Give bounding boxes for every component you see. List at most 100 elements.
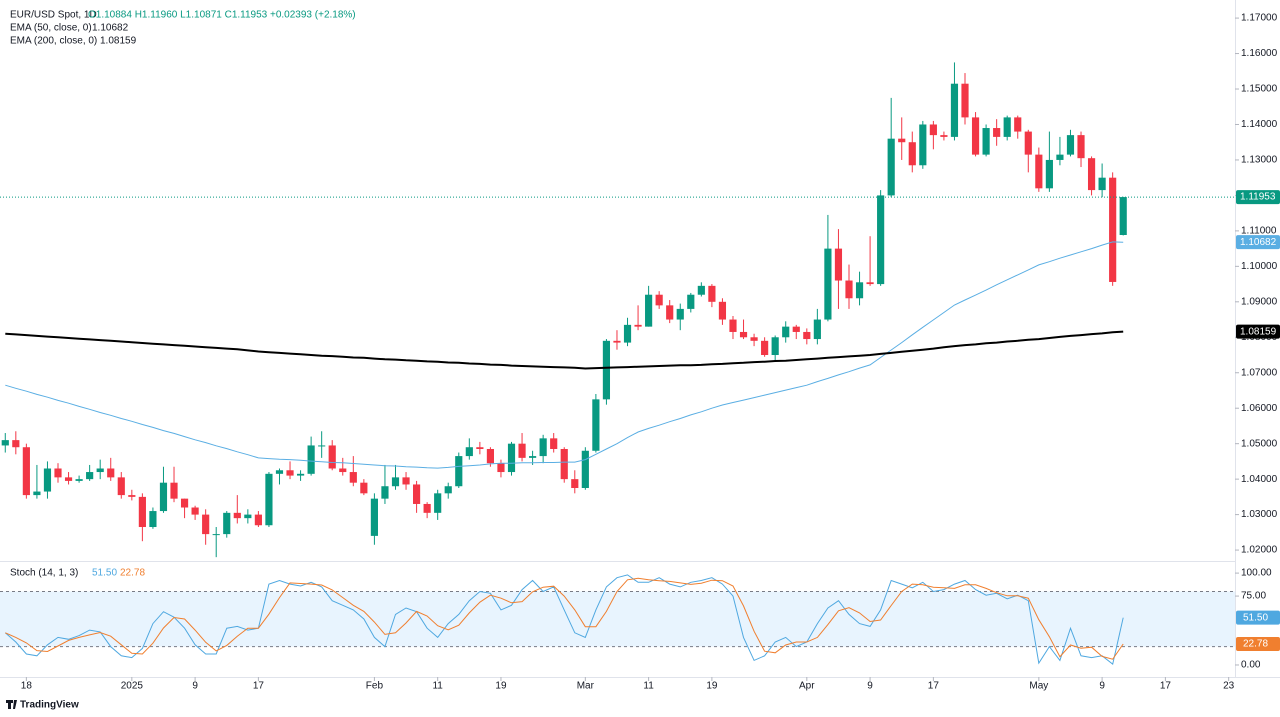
candle-body: [254, 514, 262, 526]
candle-body: [550, 438, 558, 449]
candle-body: [623, 324, 632, 343]
candle-body: [286, 470, 294, 476]
candle-body: [318, 445, 326, 447]
y-tick-label: 1.17000: [1241, 13, 1278, 24]
candle-body: [950, 83, 959, 137]
legend-ema50-value: 1.10682: [92, 23, 129, 34]
candle-body: [1056, 154, 1064, 160]
y-tick-label: 100.00: [1241, 568, 1272, 579]
brand-logo: [6, 700, 17, 709]
candle-body: [718, 301, 727, 320]
stoch-line: [4, 574, 1124, 665]
candle-body: [402, 477, 410, 485]
candle-body: [455, 456, 463, 487]
candle-body: [86, 472, 94, 480]
candle-body: [360, 482, 368, 494]
x-tick-label: 2025: [121, 681, 144, 692]
candle-body: [370, 498, 378, 536]
ema-line: [5, 330, 1124, 370]
x-tick-label: 23: [1223, 681, 1235, 692]
x-tick-label: 19: [495, 681, 507, 692]
candle-body: [54, 468, 62, 478]
candle-body: [328, 445, 336, 469]
candle-body: [33, 491, 41, 496]
candle-body: [971, 117, 980, 155]
candle-body: [1024, 131, 1032, 155]
x-tick-label: May: [1029, 681, 1048, 692]
candle-body: [223, 512, 231, 535]
candle-body: [486, 448, 494, 464]
candle-body: [349, 472, 357, 483]
value-label: 22.78: [1243, 639, 1268, 650]
x-tick-label: 9: [1099, 681, 1105, 692]
candle-body: [423, 503, 431, 513]
candle-body: [149, 511, 157, 528]
stoch-line: [5, 577, 1124, 660]
candle-body: [750, 337, 758, 341]
price-label-box: [1236, 190, 1280, 205]
y-tick-label: 1.06000: [1241, 403, 1278, 414]
y-tick-label: 1.14000: [1241, 119, 1278, 130]
y-tick-label: 1.16000: [1241, 48, 1278, 59]
legend-ema200-value: 1.08159: [100, 36, 137, 47]
candle-body: [782, 326, 790, 338]
candle-body: [507, 443, 516, 473]
candle-body: [1045, 159, 1053, 189]
candle-body: [1, 440, 9, 446]
candle-body: [697, 285, 705, 295]
candle-body: [824, 248, 832, 320]
stoch-title: Stoch (14, 1, 3): [10, 568, 78, 579]
x-tick-label: 11: [432, 681, 443, 692]
candle-body: [961, 83, 969, 118]
candle-body: [761, 340, 769, 356]
y-tick-label: 1.07000: [1241, 367, 1278, 378]
candle-body: [307, 445, 315, 474]
candle-body: [518, 443, 526, 458]
candle-body: [708, 285, 716, 302]
candle-body: [887, 138, 895, 196]
value-label-box: [1236, 610, 1280, 625]
candle-body: [919, 124, 927, 166]
candle-body: [529, 456, 537, 458]
candle-body: [244, 514, 252, 519]
candle-body: [444, 486, 452, 494]
candle-body: [465, 447, 473, 457]
candle-body: [12, 440, 20, 448]
x-tick-label: 18: [21, 681, 33, 692]
stoch-k-value: 51.50: [92, 568, 117, 579]
candle-body: [877, 195, 885, 285]
y-tick-label: 1.09000: [1241, 296, 1278, 307]
candle-body: [212, 534, 220, 536]
y-tick-label: 1.13000: [1241, 155, 1278, 166]
candle-body: [898, 138, 906, 143]
candle-body: [729, 319, 737, 332]
candle-body: [138, 496, 146, 528]
price-label: 1.11953: [1240, 192, 1276, 203]
candle-body: [64, 477, 73, 481]
candle-body: [1035, 154, 1043, 189]
candle-body: [43, 468, 52, 492]
candle-body: [602, 340, 611, 400]
price-label: 1.08159: [1240, 326, 1277, 337]
candle-body: [1098, 177, 1106, 191]
candle-body: [1003, 117, 1011, 137]
stoch-d-value: 22.78: [120, 568, 145, 579]
price-label-box: [1236, 324, 1280, 339]
x-tick-label: 9: [192, 681, 198, 692]
x-tick-label: 11: [643, 681, 654, 692]
symbol-title: EUR/USD Spot, 1D: [10, 10, 97, 21]
plot: [0, 62, 1235, 665]
candle-body: [180, 498, 189, 508]
candle-body: [1014, 117, 1022, 132]
candle-body: [413, 484, 421, 504]
candle-body: [233, 512, 241, 519]
candle-body: [391, 477, 400, 487]
candle-body: [645, 294, 653, 327]
candle-body: [539, 438, 547, 457]
y-tick-label: 0.00: [1241, 660, 1261, 671]
candle-body: [940, 135, 948, 137]
candle-body: [1077, 135, 1085, 159]
candle-body: [1066, 135, 1075, 155]
candle-body: [202, 514, 210, 535]
y-tick-label: 1.15000: [1241, 84, 1278, 95]
